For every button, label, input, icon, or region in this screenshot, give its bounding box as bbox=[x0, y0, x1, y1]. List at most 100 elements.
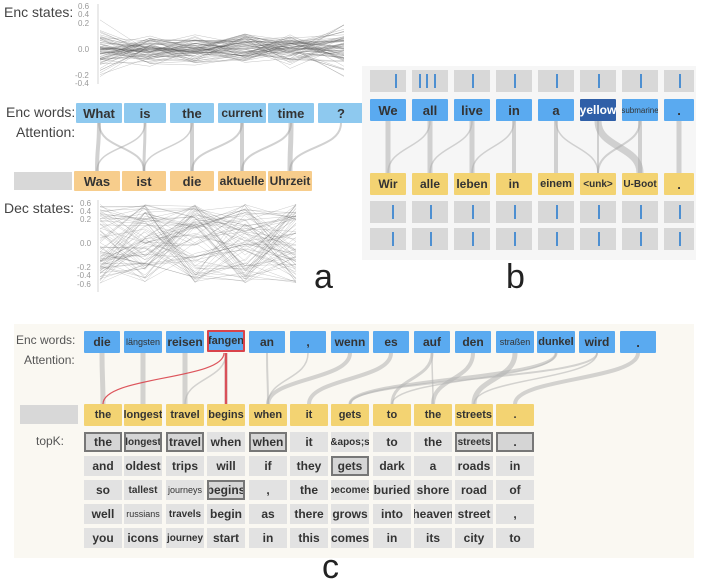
topk-cell[interactable]: , bbox=[496, 504, 534, 524]
topk-cell[interactable]: as bbox=[249, 504, 287, 524]
enc-word[interactable]: an bbox=[249, 331, 285, 353]
enc-word[interactable]: all bbox=[412, 99, 448, 121]
topk-cell[interactable]: there bbox=[290, 504, 328, 524]
topk-cell[interactable]: street bbox=[455, 504, 493, 524]
topk-cell[interactable]: a bbox=[414, 456, 452, 476]
topk-cell[interactable]: so bbox=[84, 480, 122, 500]
topk-cell[interactable]: the bbox=[414, 432, 452, 452]
dec-word[interactable]: in bbox=[496, 173, 532, 195]
topk-cell[interactable]: icons bbox=[124, 528, 162, 548]
dec-word[interactable]: the bbox=[84, 404, 122, 426]
topk-cell[interactable]: travels bbox=[166, 504, 204, 524]
topk-cell[interactable]: to bbox=[373, 432, 411, 452]
topk-cell[interactable]: if bbox=[249, 456, 287, 476]
topk-cell[interactable]: in bbox=[496, 456, 534, 476]
topk-cell[interactable]: the bbox=[290, 480, 328, 500]
enc-word[interactable]: a bbox=[538, 99, 574, 121]
enc-word[interactable]: , bbox=[290, 331, 326, 353]
enc-word-selected[interactable]: yellow bbox=[580, 99, 616, 121]
dec-word[interactable]: streets bbox=[455, 404, 493, 426]
topk-cell[interactable]: start bbox=[207, 528, 245, 548]
enc-word[interactable]: time bbox=[268, 103, 314, 123]
topk-cell[interactable]: city bbox=[455, 528, 493, 548]
topk-cell[interactable]: trips bbox=[166, 456, 204, 476]
topk-cell[interactable]: the bbox=[84, 432, 122, 452]
topk-cell[interactable]: when bbox=[207, 432, 245, 452]
topk-cell[interactable]: when bbox=[249, 432, 287, 452]
topk-cell[interactable]: travel bbox=[166, 432, 204, 452]
topk-cell[interactable]: dark bbox=[373, 456, 411, 476]
topk-cell[interactable]: road bbox=[455, 480, 493, 500]
topk-cell[interactable]: this bbox=[290, 528, 328, 548]
enc-word-selected[interactable]: fangen bbox=[207, 330, 245, 352]
topk-cell[interactable]: begin bbox=[207, 504, 245, 524]
enc-word[interactable]: in bbox=[496, 99, 532, 121]
enc-word[interactable]: We bbox=[370, 99, 406, 121]
dec-word[interactable]: it bbox=[290, 404, 328, 426]
dec-word[interactable]: <unk> bbox=[580, 173, 616, 195]
topk-cell[interactable]: russians bbox=[124, 504, 162, 524]
enc-word[interactable]: What bbox=[76, 103, 122, 123]
dec-word[interactable]: to bbox=[373, 404, 411, 426]
enc-word[interactable]: reisen bbox=[166, 331, 204, 353]
topk-cell[interactable]: shore bbox=[414, 480, 452, 500]
topk-cell[interactable]: tallest bbox=[124, 480, 162, 500]
dec-word[interactable]: longest bbox=[124, 404, 162, 426]
topk-cell[interactable]: will bbox=[207, 456, 245, 476]
topk-cell[interactable]: , bbox=[249, 480, 287, 500]
topk-cell[interactable]: oldest bbox=[124, 456, 162, 476]
topk-cell[interactable]: journeys bbox=[166, 480, 204, 500]
topk-cell[interactable]: journey bbox=[166, 528, 204, 548]
dec-word[interactable]: travel bbox=[166, 404, 204, 426]
topk-cell[interactable]: in bbox=[249, 528, 287, 548]
topk-cell[interactable]: gets bbox=[331, 456, 369, 476]
enc-word[interactable]: längsten bbox=[124, 331, 162, 353]
dec-word[interactable]: aktuelle bbox=[218, 171, 266, 191]
dec-word[interactable]: Wir bbox=[370, 173, 406, 195]
enc-word[interactable]: is bbox=[124, 103, 166, 123]
enc-word[interactable]: . bbox=[620, 331, 656, 353]
dec-word[interactable]: alle bbox=[412, 173, 448, 195]
topk-cell[interactable]: well bbox=[84, 504, 122, 524]
dec-word[interactable]: gets bbox=[331, 404, 369, 426]
enc-word[interactable]: current bbox=[218, 103, 266, 123]
topk-cell[interactable]: and bbox=[84, 456, 122, 476]
topk-cell[interactable]: &apos;s bbox=[331, 432, 369, 452]
topk-cell[interactable]: longest bbox=[124, 432, 162, 452]
dec-word[interactable]: Uhrzeit bbox=[268, 171, 312, 191]
topk-cell[interactable]: streets bbox=[455, 432, 493, 452]
enc-word[interactable]: auf bbox=[414, 331, 450, 353]
topk-cell[interactable]: of bbox=[496, 480, 534, 500]
dec-word[interactable]: . bbox=[664, 173, 694, 195]
topk-cell[interactable]: buried bbox=[373, 480, 411, 500]
dec-word[interactable]: U-Boot bbox=[622, 173, 658, 195]
enc-word[interactable]: wenn bbox=[331, 331, 369, 353]
enc-word[interactable]: ? bbox=[318, 103, 364, 123]
dec-word[interactable]: when bbox=[249, 404, 287, 426]
topk-cell[interactable]: into bbox=[373, 504, 411, 524]
enc-word[interactable]: submarine bbox=[622, 99, 658, 121]
topk-cell[interactable]: heaven bbox=[414, 504, 452, 524]
enc-word[interactable]: straßen bbox=[496, 331, 534, 353]
enc-word[interactable]: wird bbox=[579, 331, 615, 353]
enc-word[interactable]: es bbox=[373, 331, 409, 353]
enc-word[interactable]: den bbox=[455, 331, 491, 353]
topk-cell[interactable]: . bbox=[496, 432, 534, 452]
topk-cell[interactable]: begins bbox=[207, 480, 245, 500]
dec-word[interactable]: einem bbox=[538, 173, 574, 195]
dec-word[interactable]: ist bbox=[122, 171, 166, 191]
topk-cell[interactable]: to bbox=[496, 528, 534, 548]
dec-word[interactable]: begins bbox=[207, 404, 245, 426]
dec-word[interactable]: die bbox=[170, 171, 214, 191]
dec-word[interactable]: leben bbox=[454, 173, 490, 195]
enc-word[interactable]: the bbox=[170, 103, 214, 123]
topk-cell[interactable]: grows bbox=[331, 504, 369, 524]
enc-word[interactable]: dunkel bbox=[537, 331, 575, 353]
topk-cell[interactable]: they bbox=[290, 456, 328, 476]
topk-cell[interactable]: in bbox=[373, 528, 411, 548]
topk-cell[interactable]: its bbox=[414, 528, 452, 548]
topk-cell[interactable]: you bbox=[84, 528, 122, 548]
topk-cell[interactable]: becomes bbox=[331, 480, 369, 500]
topk-cell[interactable]: roads bbox=[455, 456, 493, 476]
enc-word[interactable]: . bbox=[664, 99, 694, 121]
